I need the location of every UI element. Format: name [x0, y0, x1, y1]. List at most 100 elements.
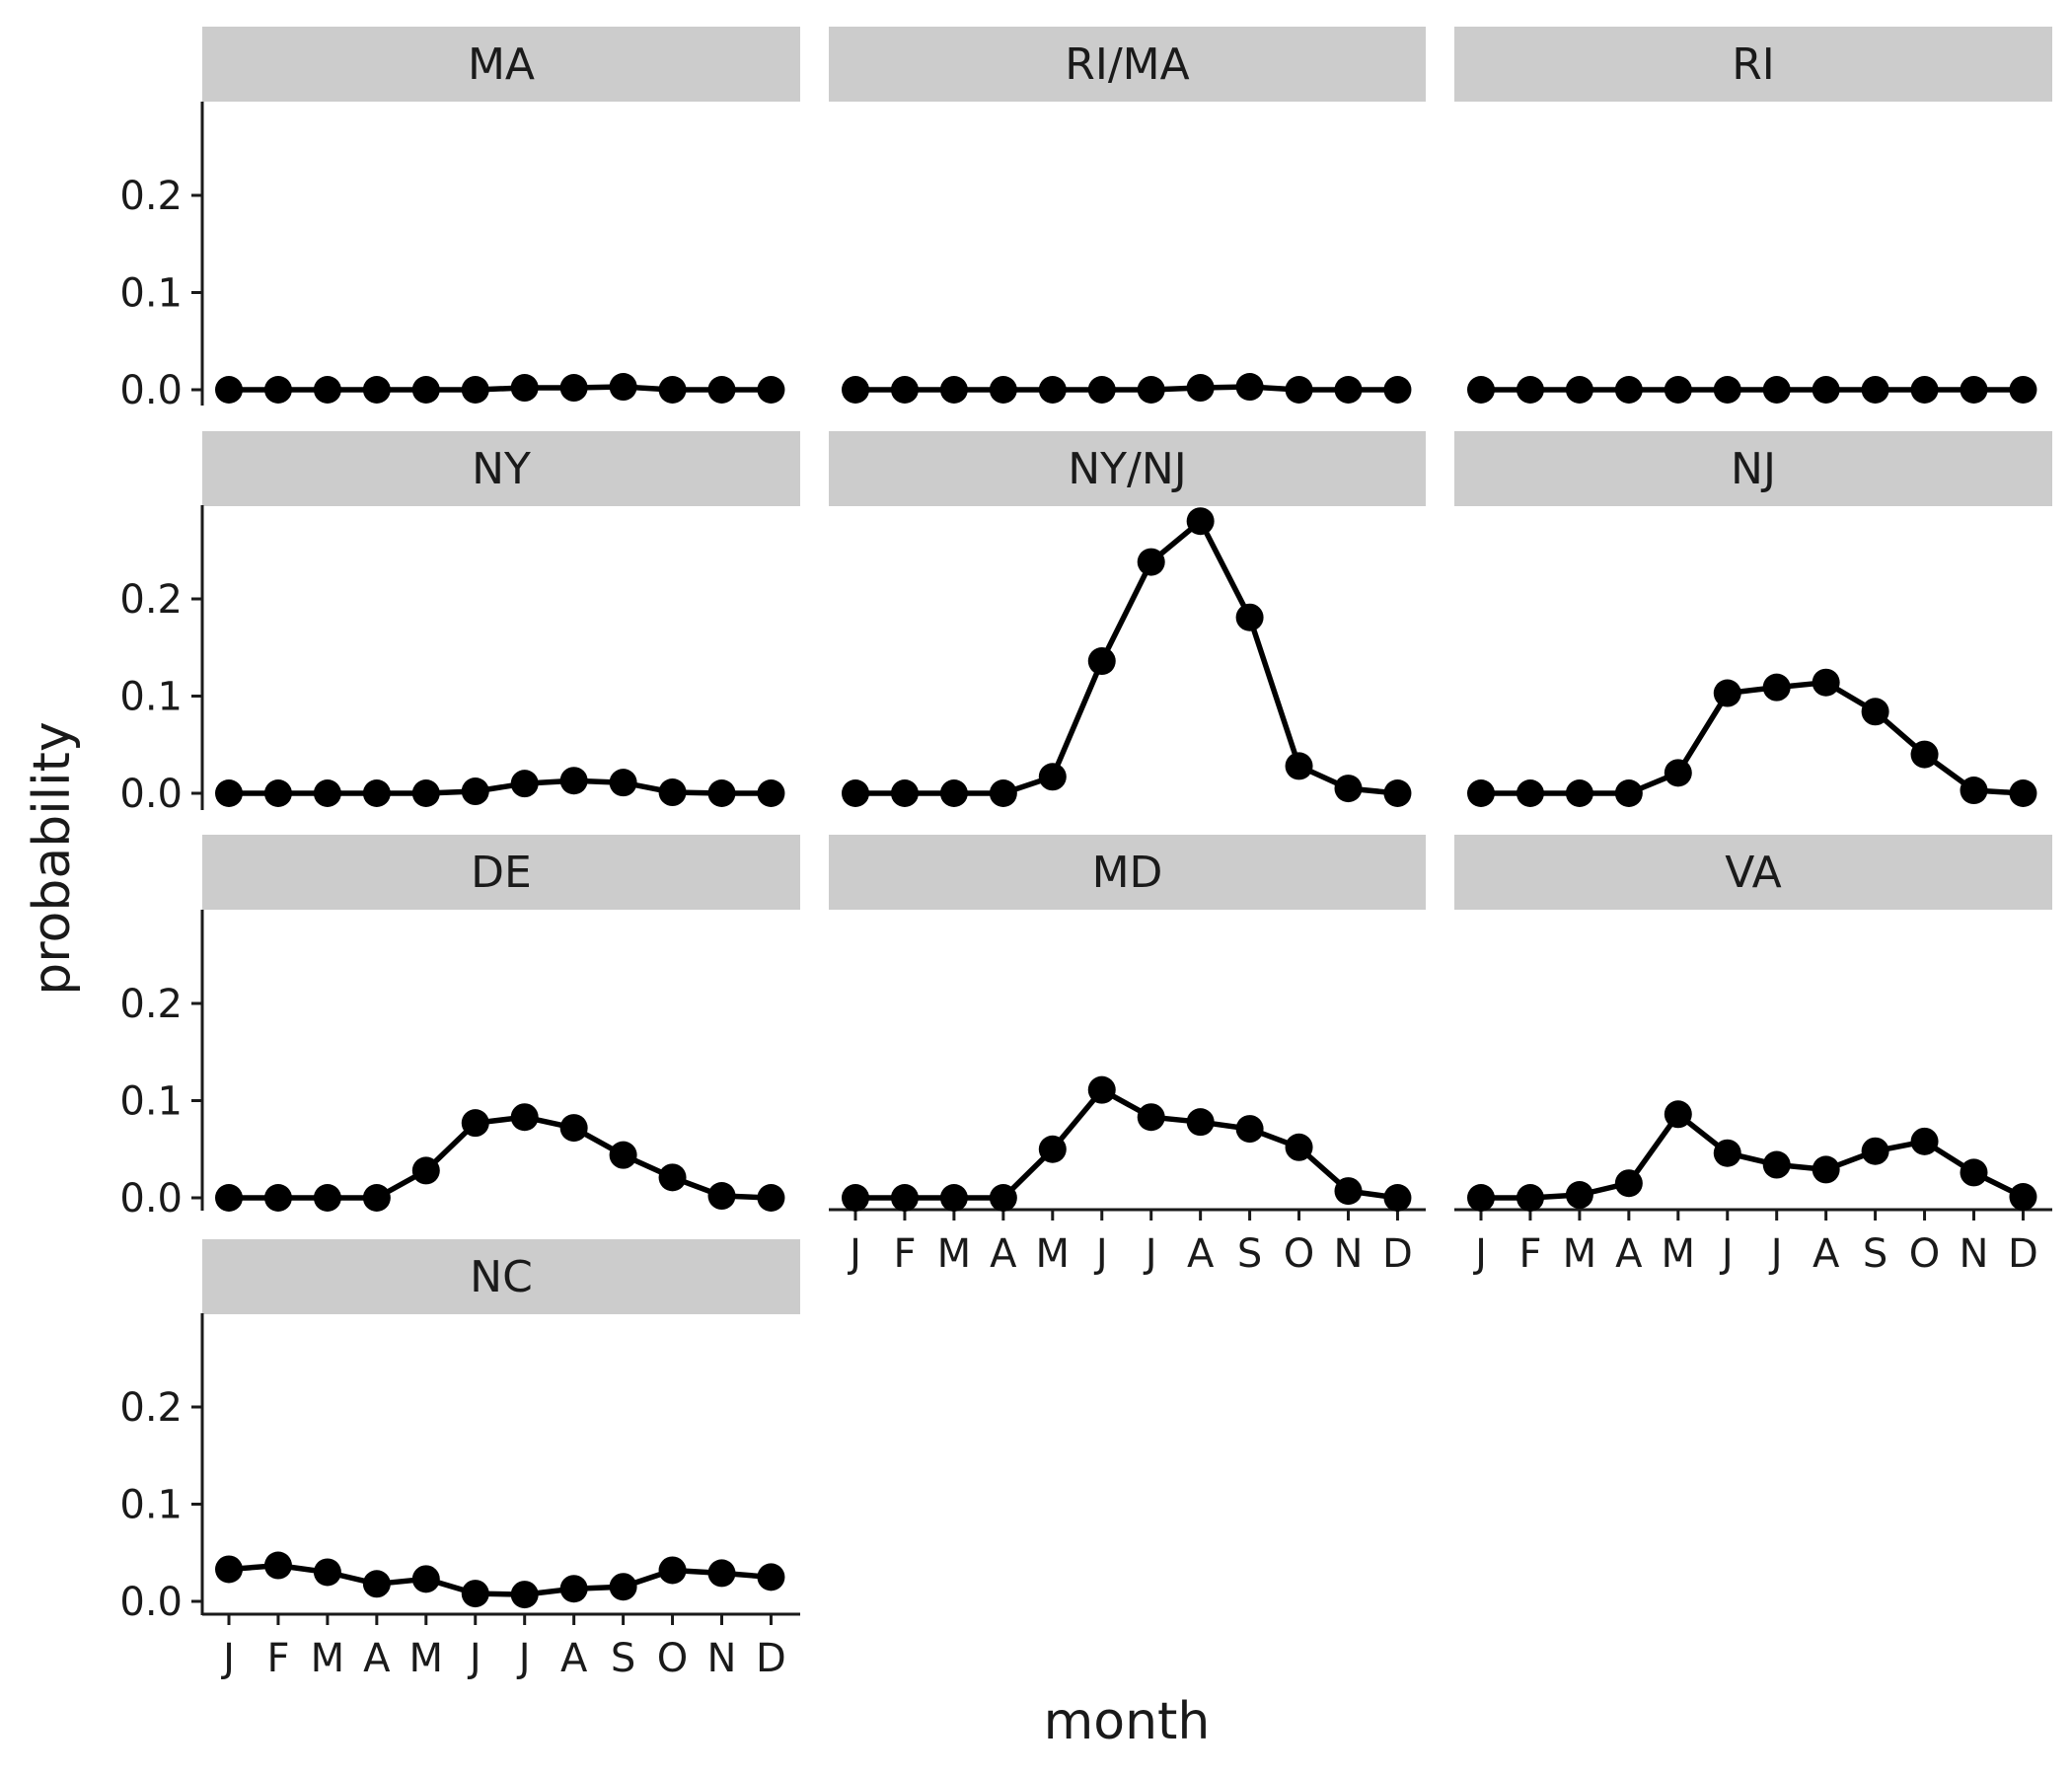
x-tick-label: A	[560, 1636, 588, 1681]
data-point	[1960, 1158, 1988, 1187]
data-point	[1334, 376, 1363, 404]
x-tick-label: A	[990, 1231, 1017, 1277]
data-point	[1467, 1184, 1495, 1212]
data-point	[989, 779, 1017, 807]
data-point	[1038, 376, 1067, 404]
x-tick-label: D	[2008, 1231, 2038, 1277]
x-tick-label: F	[266, 1636, 289, 1681]
data-point	[1516, 1184, 1544, 1212]
data-point	[215, 1184, 243, 1212]
data-point	[411, 1156, 440, 1185]
data-point	[461, 376, 489, 404]
data-point	[757, 779, 785, 807]
data-point	[1334, 775, 1363, 803]
strip-background	[202, 27, 800, 102]
x-tick-label: A	[1615, 1231, 1643, 1277]
data-point	[658, 1163, 687, 1192]
data-point	[1664, 759, 1692, 787]
data-point	[510, 374, 539, 403]
data-point	[658, 1556, 687, 1585]
data-point	[1960, 777, 1988, 805]
x-tick-label: O	[657, 1636, 688, 1681]
strip-background	[829, 835, 1426, 910]
strip-label: NY	[472, 444, 531, 494]
data-point	[1910, 376, 1939, 404]
data-point	[1087, 647, 1116, 676]
data-point	[939, 1184, 968, 1212]
x-axis-title: month	[1044, 1692, 1211, 1751]
data-point	[939, 779, 968, 807]
data-point	[1383, 376, 1412, 404]
panel-md: MDJ F M A M J J A S O N D	[829, 835, 1426, 1277]
data-point	[559, 1114, 588, 1143]
data-point	[362, 1570, 391, 1598]
data-point	[1762, 1150, 1791, 1179]
x-tick-label: S	[611, 1636, 635, 1681]
x-tick-label: M	[1662, 1231, 1696, 1277]
series-line	[228, 1562, 772, 1597]
data-point	[215, 1555, 243, 1584]
data-point	[313, 1184, 341, 1212]
data-point	[1137, 376, 1165, 404]
strip-label: NC	[470, 1252, 533, 1302]
data-point	[890, 1184, 919, 1212]
data-point	[559, 374, 588, 403]
data-point	[609, 1141, 637, 1169]
data-point	[989, 1184, 1017, 1212]
strip-label: RI/MA	[1065, 39, 1189, 90]
x-tick-label: J	[220, 1636, 235, 1681]
strip-label: DE	[471, 848, 532, 898]
x-tick-label: S	[1237, 1231, 1262, 1277]
data-point	[263, 779, 292, 807]
data-point	[559, 1575, 588, 1603]
data-point	[263, 1184, 292, 1212]
x-tick-label: F	[1518, 1231, 1541, 1277]
data-point	[1038, 763, 1067, 791]
data-point	[411, 376, 440, 404]
data-point	[609, 373, 637, 402]
y-axis-title: probability	[23, 721, 82, 995]
series-line	[855, 1086, 1398, 1201]
data-point	[1565, 376, 1593, 404]
y-tick-label: 0.2	[119, 577, 183, 623]
data-point	[842, 779, 869, 807]
x-tick-label: J	[1143, 1231, 1157, 1277]
x-tick-label: J	[1768, 1231, 1783, 1277]
data-point	[1137, 1103, 1165, 1132]
x-tick-label: F	[893, 1231, 916, 1277]
data-point	[1467, 779, 1495, 807]
data-point	[461, 777, 489, 806]
x-tick-label: M	[311, 1636, 345, 1681]
data-point	[658, 778, 687, 807]
data-point	[1038, 1135, 1067, 1163]
data-point	[707, 1559, 736, 1588]
data-point	[658, 376, 687, 404]
series-line	[229, 777, 772, 796]
panel-nj: NJ	[1454, 431, 2052, 807]
data-point	[362, 376, 391, 404]
data-point	[1186, 374, 1215, 403]
data-point	[609, 1573, 637, 1601]
data-point	[1762, 376, 1791, 404]
x-tick-label: J	[1719, 1231, 1734, 1277]
data-point	[890, 779, 919, 807]
series-line	[855, 384, 1398, 393]
strip-background	[1454, 27, 2052, 102]
data-point	[1285, 1133, 1313, 1161]
data-point	[1614, 779, 1643, 807]
x-tick-label: A	[363, 1636, 391, 1681]
data-point	[1762, 673, 1791, 702]
strip-background	[1454, 431, 2052, 506]
strip-label: NJ	[1731, 444, 1776, 494]
panel-nc: NC0.00.10.2J F M A M J J A S O N D	[119, 1239, 800, 1681]
series-line	[229, 1114, 772, 1201]
x-tick-label: J	[1093, 1231, 1108, 1277]
x-tick-label: J	[847, 1231, 861, 1277]
x-tick-label: N	[707, 1636, 737, 1681]
data-point	[1087, 376, 1116, 404]
panel-va: VAJ F M A M J J A S O N D	[1454, 835, 2052, 1277]
data-point	[609, 769, 637, 797]
strip-label: MD	[1092, 848, 1163, 898]
strip-background	[202, 835, 800, 910]
data-point	[707, 1182, 736, 1211]
